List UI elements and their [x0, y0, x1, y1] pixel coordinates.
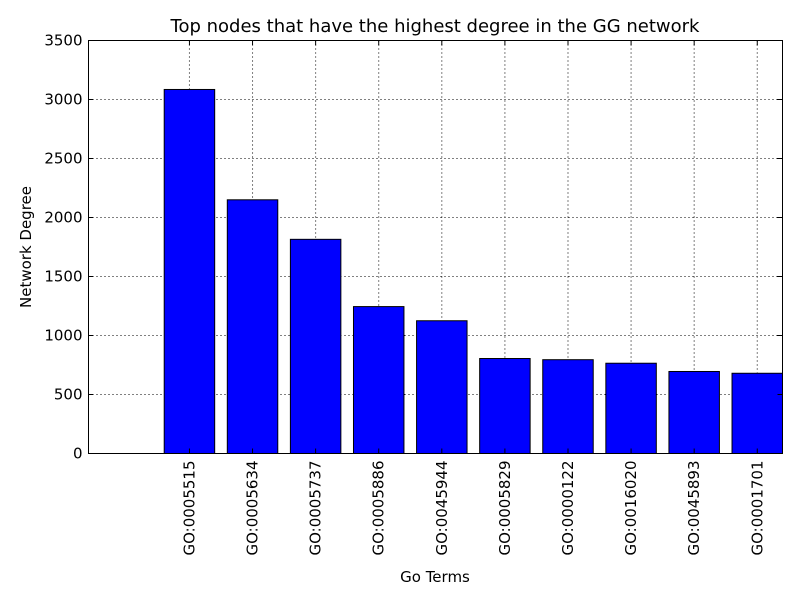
- bar: [163, 88, 216, 454]
- y-tick-label: 2500: [44, 150, 82, 168]
- plot-frame: [88, 40, 783, 454]
- bar: [731, 372, 784, 455]
- y-tick-labels: 0 500 1000 1500 2000 2500 3000 3500: [44, 32, 82, 463]
- bar: [479, 358, 531, 455]
- y-tick-label: 2000: [44, 209, 82, 227]
- bars: [163, 88, 784, 455]
- bar: [226, 199, 279, 454]
- axis-ticks: [88, 40, 783, 454]
- x-tick-label: GO:0016020: [622, 461, 640, 556]
- bar: [605, 362, 657, 455]
- y-tick-label: 500: [54, 386, 83, 404]
- x-tick-label: GO:0005886: [370, 461, 388, 556]
- y-tick-label: 1000: [44, 327, 82, 345]
- bar: [542, 359, 594, 454]
- chart-title: Top nodes that have the highest degree i…: [170, 16, 701, 37]
- x-tick-label: GO:0005634: [244, 461, 262, 556]
- x-tick-label: GO:0000122: [559, 461, 577, 556]
- bar: [289, 238, 342, 454]
- y-axis-label: Network Degree: [17, 186, 35, 308]
- x-axis-label: Go Terms: [400, 568, 470, 586]
- x-tick-label: GO:0005737: [307, 461, 325, 556]
- y-tick-label: 3500: [44, 32, 82, 50]
- x-tick-label: GO:0001701: [748, 461, 766, 556]
- y-tick-label: 3000: [44, 91, 82, 109]
- y-tick-label: 0: [73, 445, 83, 463]
- x-tick-label: GO:0045893: [685, 461, 703, 556]
- x-tick-label: GO:0005829: [496, 461, 514, 556]
- bar: [416, 320, 468, 454]
- bar: [352, 306, 405, 454]
- bar: [668, 370, 720, 454]
- x-tick-label: GO:0045944: [433, 461, 451, 556]
- y-tick-label: 1500: [44, 268, 82, 286]
- x-tick-label: GO:0005515: [180, 461, 198, 556]
- x-tick-labels: GO:0005515 GO:0005634 GO:0005737 GO:0005886…: [180, 461, 766, 556]
